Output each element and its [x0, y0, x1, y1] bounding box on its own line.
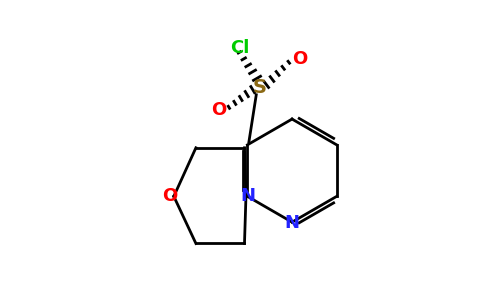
Text: O: O	[162, 188, 177, 206]
Text: O: O	[211, 100, 227, 118]
Text: O: O	[292, 50, 307, 68]
Text: S: S	[252, 78, 266, 97]
Text: N: N	[240, 187, 255, 205]
Text: N: N	[285, 214, 300, 232]
Text: Cl: Cl	[230, 39, 250, 57]
